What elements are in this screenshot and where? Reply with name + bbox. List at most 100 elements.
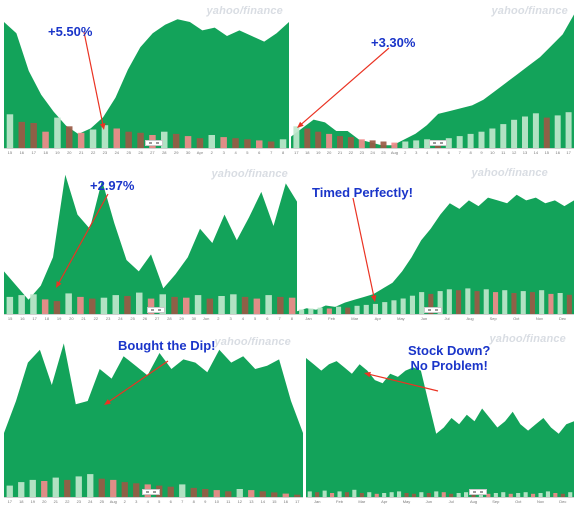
volume-bar bbox=[110, 479, 117, 497]
volume-bar bbox=[382, 493, 387, 497]
chart-control-3[interactable] bbox=[147, 307, 165, 313]
volume-bar bbox=[419, 492, 424, 497]
x-tick-label: 25 bbox=[100, 499, 105, 504]
x-tick-label: 22 bbox=[65, 499, 70, 504]
x-tick-label: 24 bbox=[88, 499, 93, 504]
volume-bar bbox=[522, 116, 528, 148]
annotation-arrow bbox=[108, 360, 169, 403]
volume-bar bbox=[259, 491, 266, 497]
x-tick-label: Nov bbox=[536, 316, 543, 321]
volume-bar bbox=[358, 139, 365, 148]
volume-bar bbox=[171, 296, 178, 314]
x-tick-label: 24 bbox=[370, 150, 375, 155]
volume-bar bbox=[196, 138, 204, 148]
volume-bar bbox=[508, 493, 513, 497]
volume-bar bbox=[121, 482, 128, 497]
volume-bar bbox=[87, 474, 94, 497]
volume-bar bbox=[391, 300, 397, 314]
volume-bar bbox=[244, 139, 251, 148]
volume-bar bbox=[557, 293, 563, 314]
x-tick-label: 21 bbox=[338, 150, 343, 155]
volume-bar bbox=[64, 479, 71, 497]
x-tick-label: 22 bbox=[91, 150, 96, 155]
x-tick-label: Oct bbox=[515, 499, 522, 504]
volume-bar bbox=[413, 140, 420, 148]
volume-bar bbox=[137, 132, 144, 148]
volume-bar bbox=[352, 489, 357, 497]
chart-control-6[interactable] bbox=[469, 489, 487, 495]
chart-control-5[interactable] bbox=[142, 489, 160, 495]
volume-bar bbox=[248, 490, 255, 497]
x-tick-label: 21 bbox=[54, 499, 59, 504]
annotation-arrow bbox=[83, 31, 104, 125]
x-tick-label: 20 bbox=[327, 150, 332, 155]
volume-bar bbox=[101, 125, 109, 148]
volume-bar bbox=[225, 491, 232, 497]
volume-bar bbox=[363, 304, 369, 314]
x-tick-label: 21 bbox=[79, 150, 84, 155]
x-tick-label: 25 bbox=[381, 150, 386, 155]
x-tick-label: 18 bbox=[45, 316, 50, 321]
volume-bar bbox=[560, 493, 565, 497]
x-tick-label: 5 bbox=[254, 316, 257, 321]
annotation-4: Timed Perfectly! bbox=[312, 185, 413, 200]
x-tick-label: Apr bbox=[197, 150, 204, 155]
volume-bar bbox=[277, 296, 284, 314]
volume-bar bbox=[419, 292, 425, 314]
x-tick-label: 15 bbox=[545, 150, 550, 155]
volume-bar bbox=[426, 493, 431, 497]
x-tick-label: May bbox=[397, 316, 405, 321]
volume-bar bbox=[288, 297, 296, 314]
chart-control-2[interactable] bbox=[429, 140, 447, 146]
volume-bar bbox=[6, 296, 14, 314]
annotation-1: +5.50% bbox=[48, 24, 93, 39]
x-tick-label: 6 bbox=[448, 150, 451, 155]
x-tick-label: 18 bbox=[43, 150, 48, 155]
volume-bar bbox=[253, 298, 261, 314]
x-tick-label: Apr bbox=[375, 316, 382, 321]
volume-bar bbox=[75, 476, 82, 497]
volume-bar bbox=[539, 290, 545, 314]
area-series-6 bbox=[306, 358, 574, 497]
volume-bar bbox=[317, 307, 323, 314]
x-tick-label: 4 bbox=[242, 316, 245, 321]
volume-bar bbox=[65, 293, 72, 314]
volume-bar bbox=[437, 291, 443, 314]
x-tick-label: 17 bbox=[32, 316, 37, 321]
x-tick-label: Sep bbox=[492, 499, 500, 504]
volume-bar bbox=[501, 492, 506, 497]
volume-bar bbox=[330, 493, 335, 497]
volume-bar bbox=[267, 141, 275, 148]
x-tick-label: Mar bbox=[351, 316, 359, 321]
x-tick-label: 6 bbox=[258, 150, 261, 155]
x-tick-label: 7 bbox=[181, 499, 184, 504]
x-tick-label: 3 bbox=[223, 150, 226, 155]
volume-bar bbox=[326, 308, 332, 314]
chart-control-1[interactable] bbox=[145, 140, 163, 146]
x-tick-label: Jul bbox=[449, 499, 454, 504]
x-tick-label: 16 bbox=[284, 499, 289, 504]
volume-bar bbox=[428, 293, 434, 314]
x-tick-label: Apr bbox=[381, 499, 388, 504]
chart-3-svg: 15 16 17 18 19 20 21 22 23 24 25 26 27 28 29 30 Jun 2 3 4 5 6… bbox=[4, 174, 298, 321]
volume-bar bbox=[133, 483, 140, 497]
volume-bar bbox=[208, 135, 215, 148]
volume-bar bbox=[307, 491, 312, 497]
volume-bar bbox=[359, 493, 364, 497]
x-tick-label: 5 bbox=[246, 150, 249, 155]
x-tick-label: 6 bbox=[170, 499, 173, 504]
volume-bar bbox=[465, 288, 471, 314]
volume-bar bbox=[347, 137, 354, 148]
volume-bar bbox=[265, 295, 272, 314]
volume-bar bbox=[220, 137, 227, 148]
volume-bar bbox=[354, 305, 360, 314]
volume-bar bbox=[434, 491, 439, 497]
chart-control-4[interactable] bbox=[424, 307, 442, 313]
volume-bar bbox=[124, 296, 131, 314]
x-tick-label: 29 bbox=[174, 150, 179, 155]
volume-bar bbox=[322, 490, 327, 497]
volume-bar bbox=[404, 493, 409, 497]
x-tick-label: 27 bbox=[155, 316, 160, 321]
volume-bar bbox=[125, 131, 132, 148]
x-tick-label: Aug bbox=[467, 316, 474, 321]
